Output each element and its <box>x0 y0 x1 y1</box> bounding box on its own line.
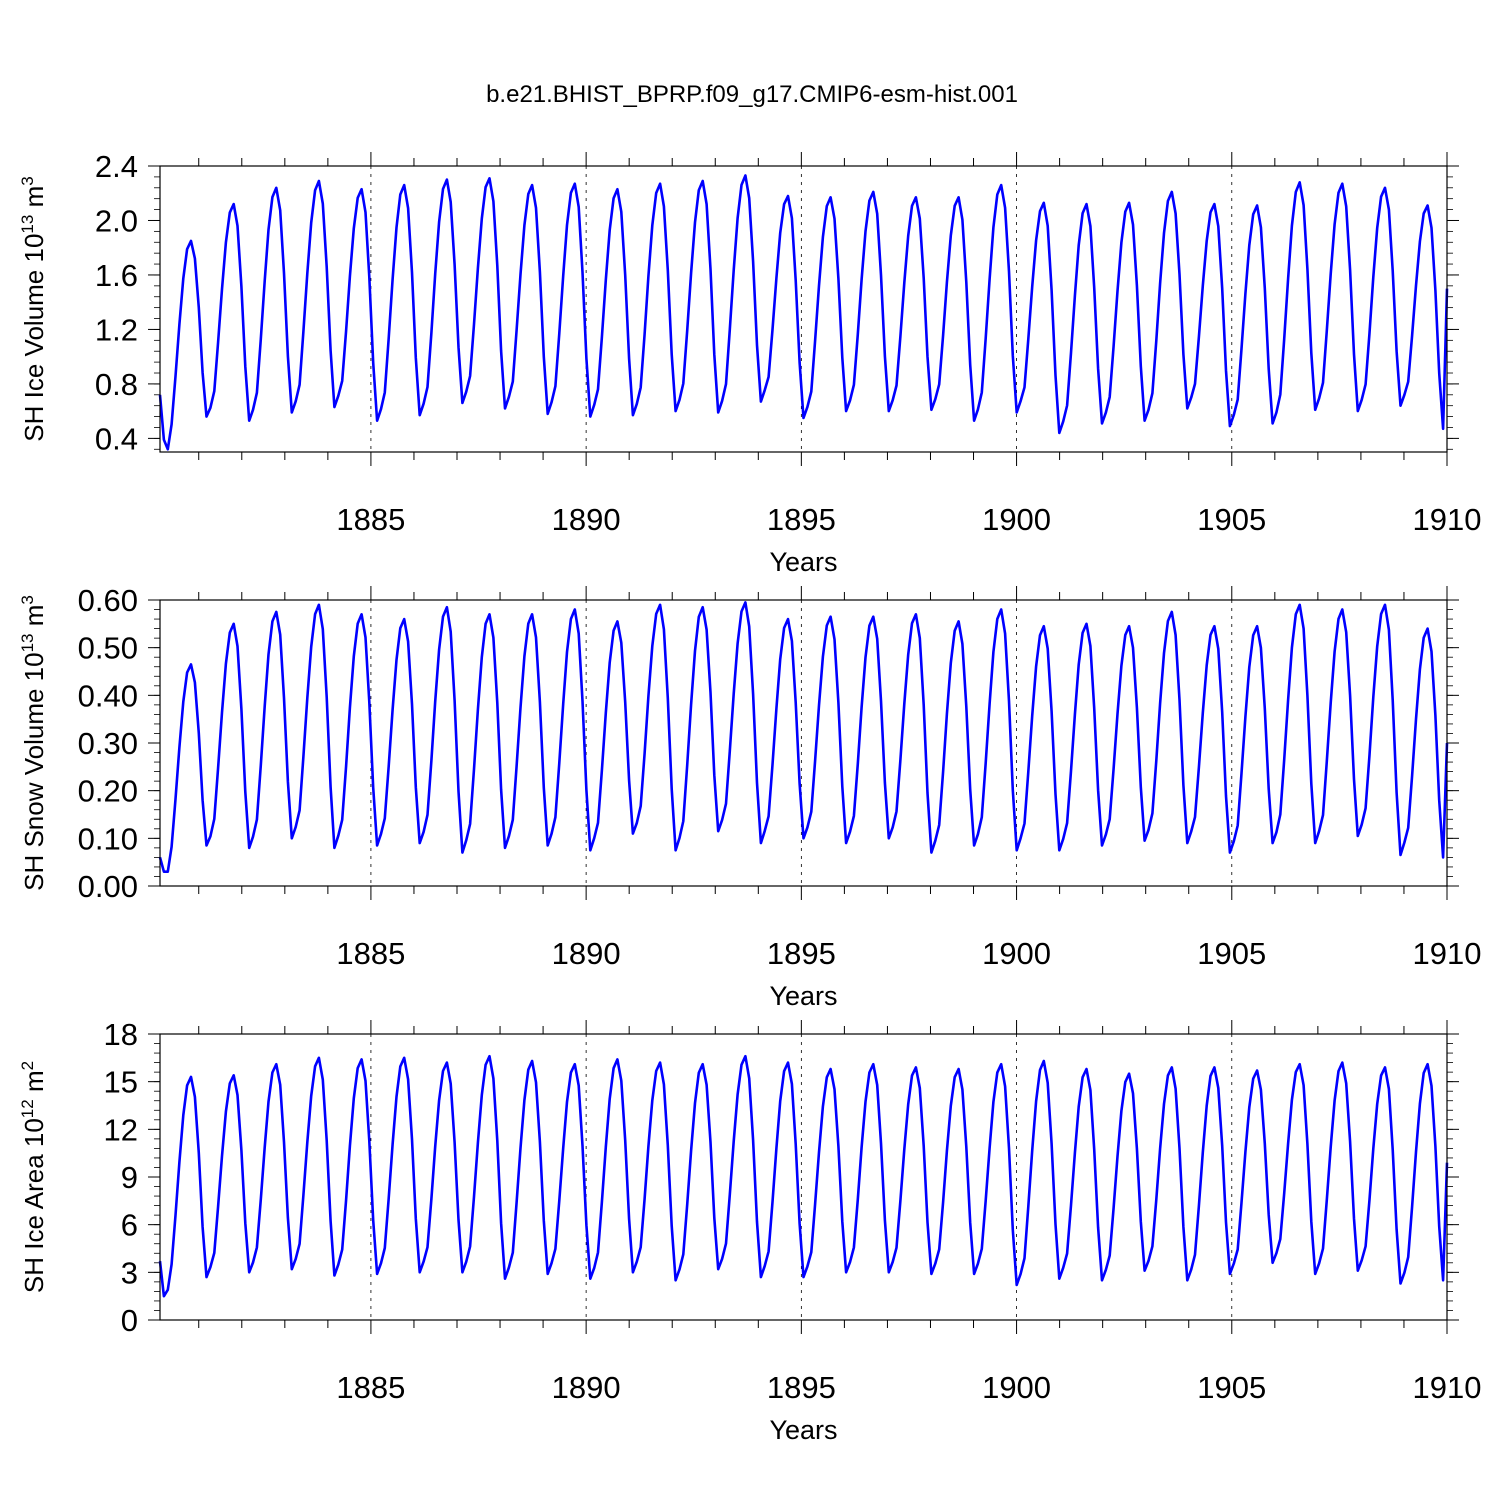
x-axis-label: Years <box>769 1415 837 1445</box>
y-tick-label: 2.4 <box>95 149 138 184</box>
x-tick-label: 1900 <box>982 1370 1051 1405</box>
x-tick-label: 1895 <box>767 936 836 971</box>
x-tick-label: 1885 <box>336 1370 405 1405</box>
panel-ice-area: 0 3 6 9 12 15 18 1885 1890 1895 1900 1905 1910 Years S… <box>18 1017 1481 1445</box>
y-tick-label: 6 <box>121 1208 138 1243</box>
series-line <box>158 601 1449 873</box>
y-tick-label: 0.40 <box>78 678 138 713</box>
y-tick-label: 3 <box>121 1255 138 1290</box>
x-tick-label: 1905 <box>1197 936 1266 971</box>
y-tick-label: 9 <box>121 1160 138 1195</box>
x-tick-label: 1905 <box>1197 502 1266 537</box>
x-axis-label: Years <box>769 547 837 577</box>
x-tick-label: 1900 <box>982 502 1051 537</box>
x-tick-label: 1885 <box>336 502 405 537</box>
x-tick-label: 1900 <box>982 936 1051 971</box>
y-tick-label: 0.8 <box>95 367 138 402</box>
y-tick-label: 0.60 <box>78 583 138 618</box>
y-tick-label: 0.10 <box>78 821 138 856</box>
plot-frame <box>159 1033 1448 1321</box>
x-tick-label: 1910 <box>1413 936 1482 971</box>
panel-snow-volume: 0.00 0.10 0.20 0.30 0.40 0.50 0.60 1885 1890 1895… <box>18 583 1481 1011</box>
series-line <box>158 174 1449 451</box>
x-tick-label: 1890 <box>552 936 621 971</box>
plot-frame <box>159 165 1448 453</box>
y-axis-label: SH Ice Area 1012 m2 <box>18 1061 49 1293</box>
x-tick-label: 1910 <box>1413 1370 1482 1405</box>
x-tick-label: 1890 <box>552 502 621 537</box>
x-tick-label: 1905 <box>1197 1370 1266 1405</box>
y-axis-label: SH Ice Volume 1013 m3 <box>18 176 49 441</box>
plot-frame <box>159 599 1448 887</box>
y-tick-label: 1.6 <box>95 258 138 293</box>
x-tick-label: 1890 <box>552 1370 621 1405</box>
y-tick-label: 0.30 <box>78 726 138 761</box>
y-tick-label: 18 <box>104 1017 138 1052</box>
y-tick-label: 15 <box>104 1065 138 1100</box>
y-tick-label: 0.00 <box>78 869 138 904</box>
x-tick-label: 1885 <box>336 936 405 971</box>
y-tick-label: 0 <box>121 1303 138 1338</box>
series-line <box>158 1054 1449 1298</box>
y-tick-label: 2.0 <box>95 203 138 238</box>
x-axis-label: Years <box>769 981 837 1011</box>
x-tick-label: 1895 <box>767 1370 836 1405</box>
y-tick-label: 0.4 <box>95 421 138 456</box>
x-tick-label: 1910 <box>1413 502 1482 537</box>
panel-ice-volume: 0.4 0.8 1.2 1.6 2.0 2.4 1885 1890 1895 1900 1905 19… <box>18 149 1481 577</box>
y-tick-label: 0.20 <box>78 774 138 809</box>
x-tick-label: 1895 <box>767 502 836 537</box>
y-tick-label: 1.2 <box>95 312 138 347</box>
y-tick-label: 12 <box>104 1112 138 1147</box>
figure-title: b.e21.BHIST_BPRP.f09_g17.CMIP6-esm-hist.… <box>486 81 1018 108</box>
y-axis-label: SH Snow Volume 1013 m3 <box>18 595 49 891</box>
y-tick-label: 0.50 <box>78 631 138 666</box>
